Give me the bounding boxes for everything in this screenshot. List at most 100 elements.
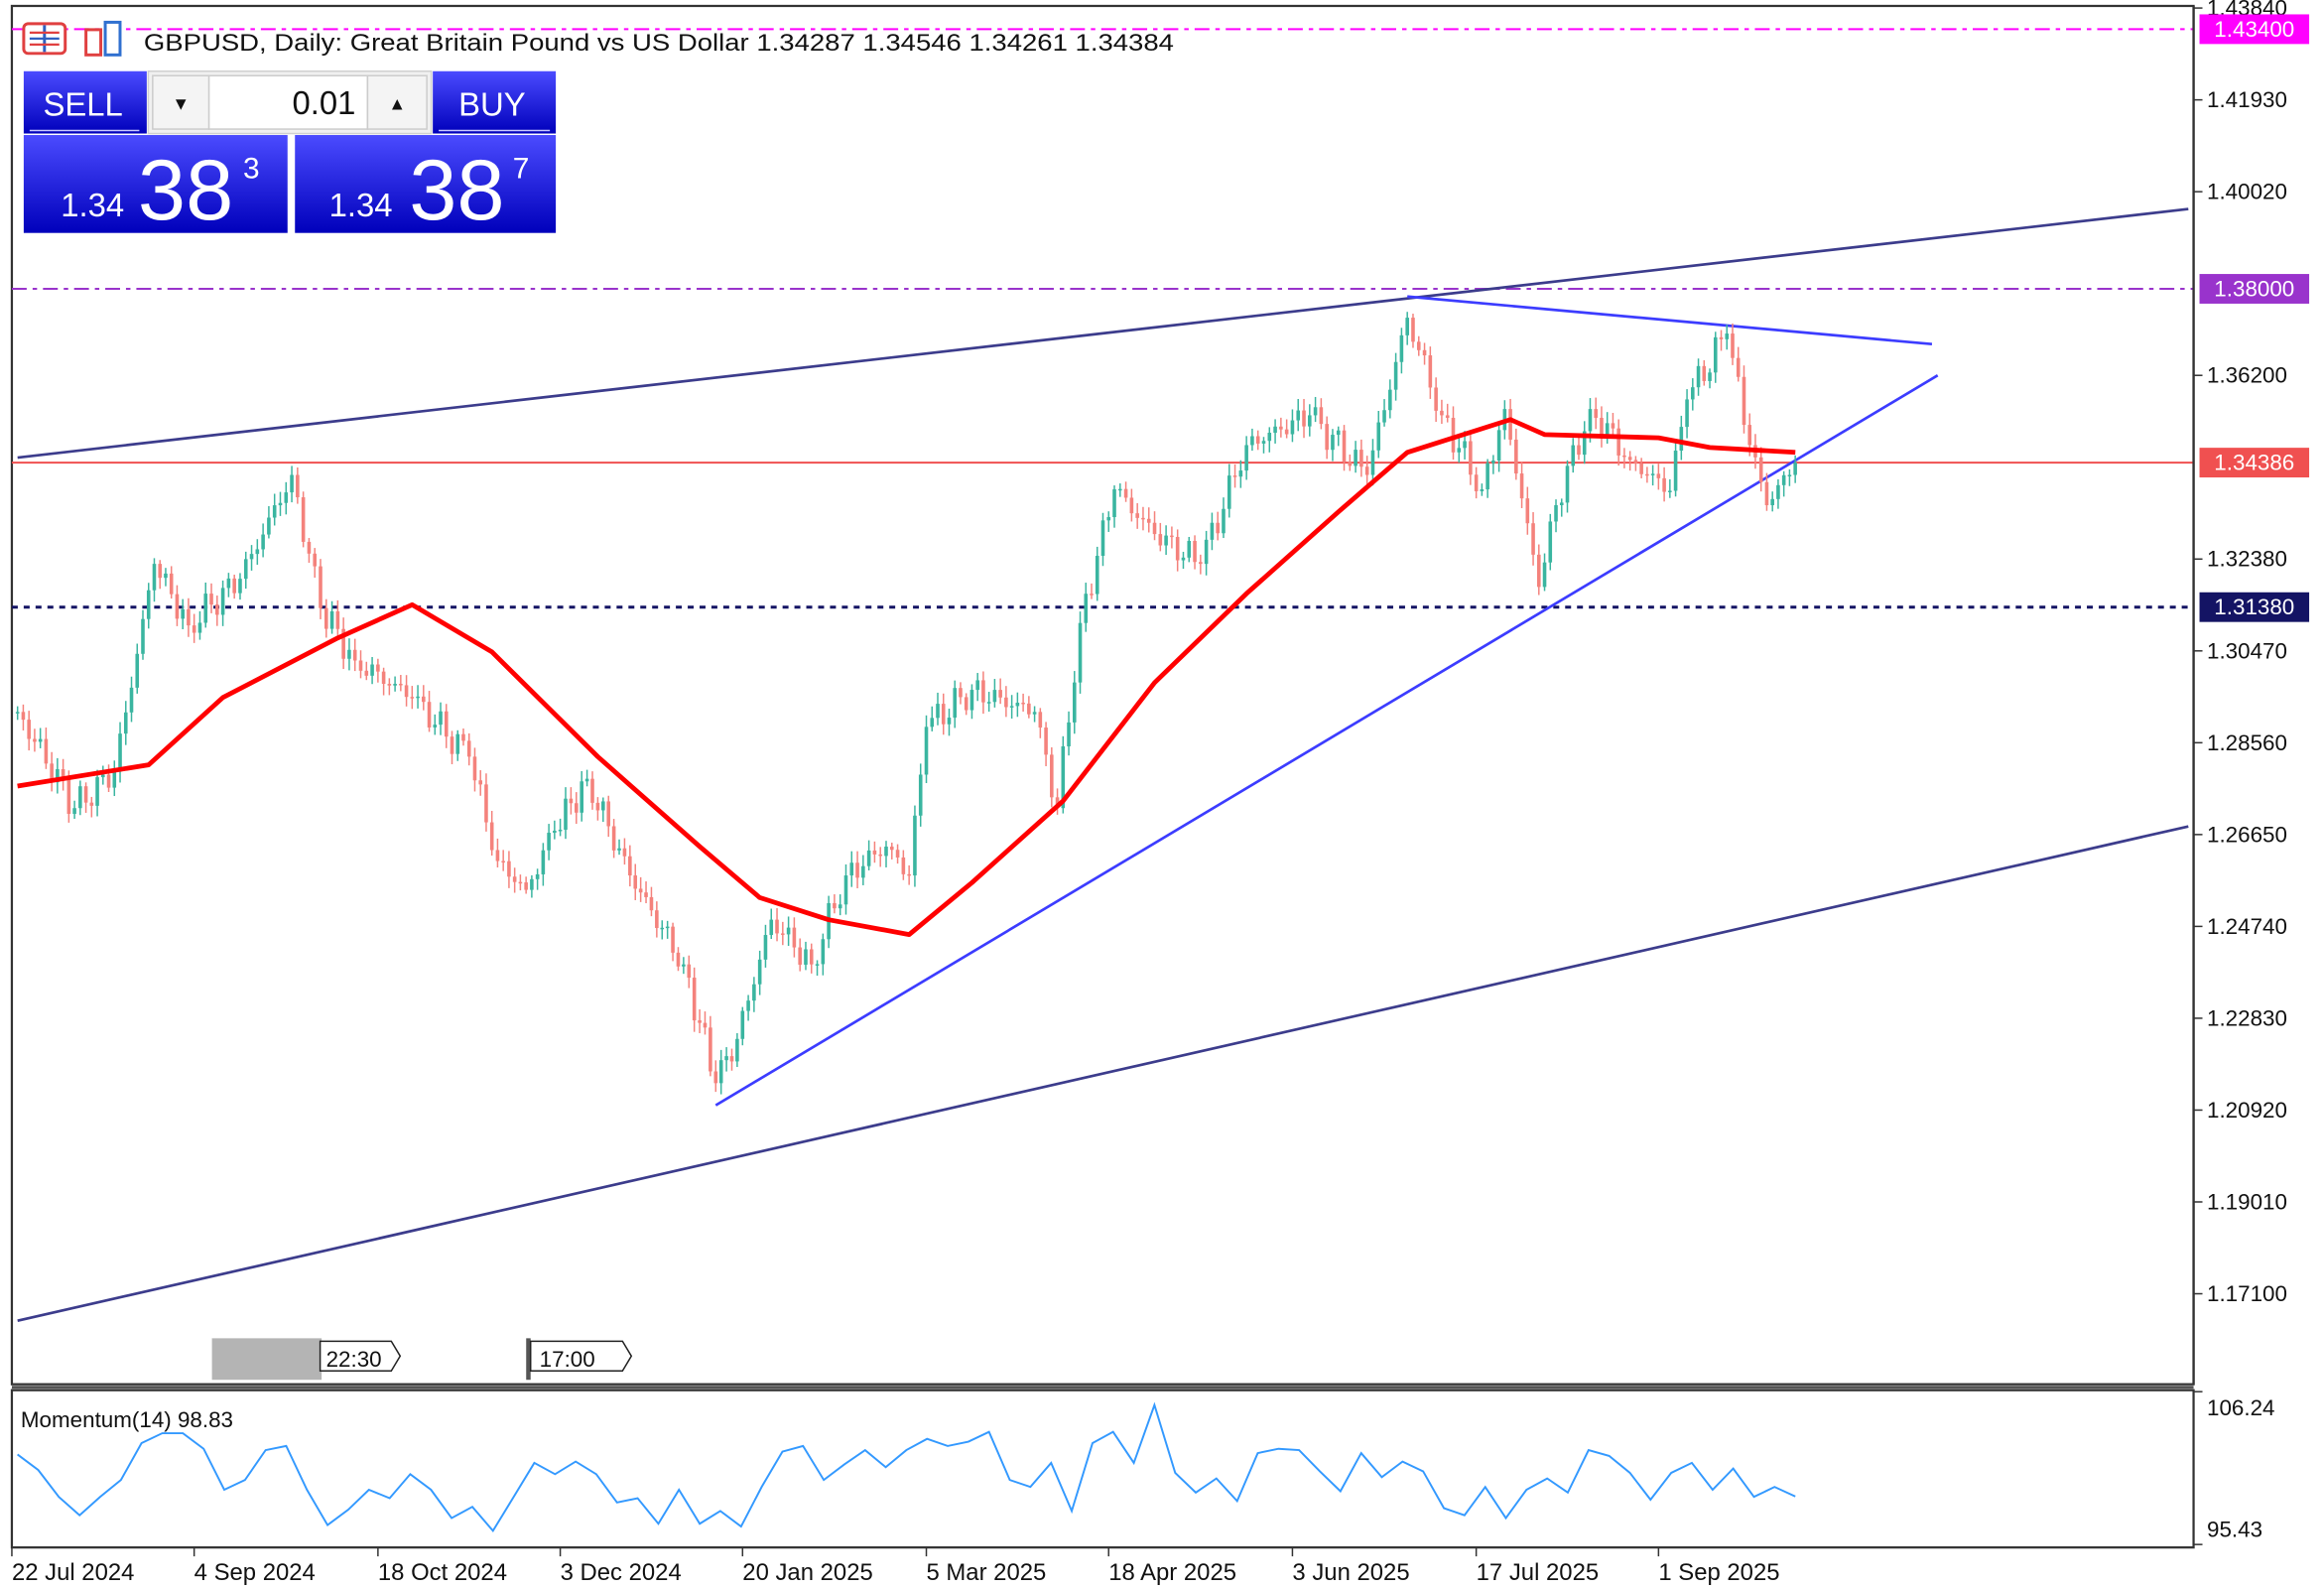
candle [243,559,248,580]
candle [1457,448,1462,453]
candle [1038,712,1043,728]
candle [633,875,638,889]
lot-increase-button[interactable]: ▲ [366,74,428,130]
trendline-triangle-resistance[interactable] [1407,295,1933,346]
momentum-panel-frame [10,1389,2195,1549]
candle [611,826,616,851]
candle [1290,420,1295,435]
candle [729,1056,734,1062]
candle [558,829,563,832]
candle [1605,423,1610,439]
event-marker[interactable]: 22:30 [211,1338,402,1381]
candle [1736,357,1741,377]
candle [433,725,438,728]
price-tick-label: 1.17100 [2207,1281,2287,1306]
candle [1273,426,1277,434]
candle [1731,333,1735,358]
candle [595,802,600,811]
candle [89,802,94,806]
date-tick-label: 17 Jul 2025 [1477,1559,1599,1586]
candle [1152,522,1157,535]
price-tick-label: 1.30470 [2207,638,2287,663]
candle [1662,477,1666,492]
candles [15,312,1797,1095]
candle [786,927,791,935]
candle [843,875,848,905]
candle [1232,475,1237,477]
candle [1325,424,1329,451]
lot-size-stepper[interactable]: ▼ 0.01 ▲ [147,70,433,135]
price-tick-label: 1.40020 [2207,180,2287,204]
candle [416,696,420,699]
candle [72,808,76,815]
date-tick-label: 1 Sep 2025 [1658,1559,1779,1586]
candle [1199,562,1203,565]
candle [450,736,454,754]
trendline-channel-lower[interactable] [17,825,2189,1322]
candle [1135,513,1139,518]
candle [61,769,65,780]
candle [1032,712,1037,715]
candle [1554,505,1558,522]
one-click-trading-icon[interactable] [22,22,67,56]
candle [913,815,917,876]
candle [1129,497,1134,514]
main-chart-frame [10,4,2195,1386]
candle [1106,517,1111,521]
trendline-channel-upper[interactable] [17,207,2189,460]
price-tick-label: 1.22830 [2207,1005,2287,1030]
bid-price-fraction: 3 [243,152,260,185]
candle [1463,441,1467,449]
candle [1594,409,1599,418]
momentum-axis-tick: 95.43 [2207,1518,2262,1542]
candle [1118,488,1122,491]
date-tick-label: 3 Jun 2025 [1292,1559,1409,1586]
candle [1175,537,1180,561]
candle [1193,540,1197,563]
candle [1181,557,1186,561]
candle [655,910,659,929]
candle [169,573,174,595]
candle [775,919,779,934]
ask-price-button[interactable]: 1.34 38 7 [295,135,557,238]
candle [1027,703,1031,715]
event-marker[interactable]: 17:00 [526,1338,633,1381]
candle [924,727,929,775]
ask-price-prefix: 1.34 [329,187,393,223]
candle [665,926,670,929]
sell-button[interactable]: SELL [23,70,147,134]
candle [1451,417,1456,453]
candle [992,690,997,703]
price-tick-label: 1.19010 [2207,1189,2287,1214]
price-axis[interactable]: 1.438401.419301.400201.362001.323801.304… [2192,0,2287,1385]
momentum-line [17,1401,1796,1533]
candle [44,738,49,764]
candle [671,926,675,953]
candle [181,608,185,619]
candle [1267,433,1272,442]
trendline-triangle-support[interactable] [714,374,1939,1107]
candle [1764,481,1769,506]
candle [1222,508,1226,534]
chart-bars-icon[interactable] [84,20,122,57]
candle [1376,422,1381,451]
lot-decrease-button[interactable]: ▼ [152,74,210,130]
candle [687,964,692,979]
trendlines [17,207,2189,1322]
candle [1525,498,1530,524]
buy-button[interactable]: BUY [433,70,557,134]
date-axis[interactable]: 22 Jul 2024 4 Sep 2024 18 Oct 2024 3 Dec 20… [11,1547,1780,1586]
candle [584,778,589,782]
bid-price-button[interactable]: 1.34 38 3 [23,135,288,238]
candle [918,774,923,816]
candle [1044,728,1048,755]
candle [735,1038,739,1062]
candle [146,590,151,619]
candle [1382,410,1386,423]
candle [1708,372,1712,381]
candle [478,780,483,785]
candle [341,628,345,659]
candle [861,865,865,878]
candle [1600,417,1604,439]
